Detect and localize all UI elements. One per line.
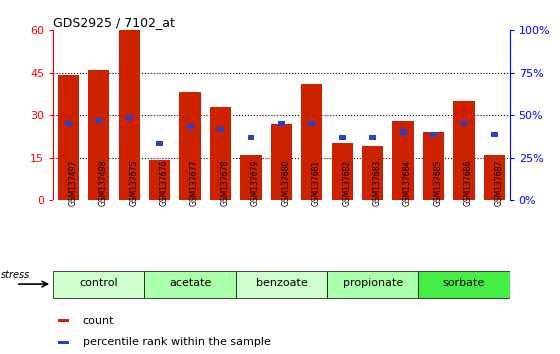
Text: acetate: acetate [169, 279, 211, 289]
Text: GSM137498: GSM137498 [99, 159, 108, 206]
Bar [309, 121, 315, 126]
Bar [339, 135, 346, 140]
Bar [58, 319, 69, 322]
Bar [236, 270, 327, 298]
Bar [126, 115, 133, 120]
Text: propionate: propionate [343, 279, 403, 289]
Text: GSM137681: GSM137681 [312, 159, 321, 206]
Bar [149, 160, 170, 200]
Bar [362, 146, 384, 200]
Bar [179, 92, 201, 200]
Bar [240, 155, 262, 200]
Bar [460, 121, 468, 126]
Bar [430, 132, 437, 137]
Bar [58, 75, 79, 200]
Bar [186, 124, 194, 129]
Bar [369, 135, 376, 140]
Bar [301, 84, 323, 200]
Text: count: count [83, 315, 114, 326]
Text: GSM137683: GSM137683 [373, 159, 382, 206]
Bar [400, 130, 407, 135]
Text: GSM137680: GSM137680 [282, 159, 291, 206]
Bar [491, 132, 498, 137]
Bar [423, 132, 444, 200]
Text: benzoate: benzoate [255, 279, 307, 289]
Bar [53, 270, 144, 298]
Bar [393, 121, 414, 200]
Bar [119, 30, 140, 200]
Text: stress: stress [1, 270, 30, 280]
Bar [327, 270, 418, 298]
Bar [484, 155, 505, 200]
Bar [332, 143, 353, 200]
Text: GSM137687: GSM137687 [494, 159, 503, 206]
Bar [217, 127, 224, 132]
Text: GSM137676: GSM137676 [160, 159, 169, 206]
Bar [270, 124, 292, 200]
Text: GSM137675: GSM137675 [129, 159, 138, 206]
Text: GSM137497: GSM137497 [68, 159, 77, 206]
Bar [453, 101, 475, 200]
Bar [95, 118, 102, 123]
Text: GSM137685: GSM137685 [433, 159, 442, 206]
Text: sorbate: sorbate [443, 279, 485, 289]
Bar [88, 70, 110, 200]
Bar [210, 107, 231, 200]
Bar [65, 121, 72, 126]
Bar [58, 341, 69, 344]
Bar [156, 141, 163, 146]
Bar [248, 135, 254, 140]
Text: GSM137678: GSM137678 [221, 159, 230, 206]
Bar [278, 121, 285, 126]
Text: GDS2925 / 7102_at: GDS2925 / 7102_at [53, 16, 175, 29]
Text: control: control [80, 279, 118, 289]
Text: GSM137682: GSM137682 [342, 159, 351, 206]
Text: percentile rank within the sample: percentile rank within the sample [83, 337, 270, 348]
Bar [418, 270, 510, 298]
Text: GSM137686: GSM137686 [464, 159, 473, 206]
Bar [144, 270, 236, 298]
Text: GSM137677: GSM137677 [190, 159, 199, 206]
Text: GSM137684: GSM137684 [403, 159, 412, 206]
Text: GSM137679: GSM137679 [251, 159, 260, 206]
